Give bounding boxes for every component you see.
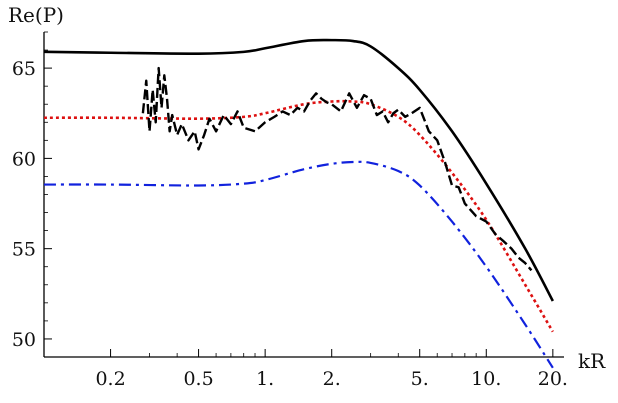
series-dotted-line xyxy=(43,99,554,333)
x-tick-label: 10. xyxy=(471,368,501,390)
y-tick-label: 50 xyxy=(12,329,36,351)
x-axis-label: kR xyxy=(578,349,606,373)
x-tick-label: 20. xyxy=(538,368,568,390)
x-tick-label: 0.2 xyxy=(95,368,125,390)
x-tick-label: 2. xyxy=(323,368,341,390)
x-tick-label: 5. xyxy=(411,368,429,390)
ticks: 0.2 0.5 1. 2. 5. 10. 20. 50 55 60 65 xyxy=(12,31,568,390)
x-tick-label: 1. xyxy=(256,368,274,390)
y-axis-label: Re(P) xyxy=(8,3,64,27)
y-tick-label: 60 xyxy=(12,148,36,170)
series xyxy=(43,38,554,369)
y-tick-label: 65 xyxy=(12,58,36,80)
y-tick-label: 55 xyxy=(12,239,36,261)
x-tick-label: 0.5 xyxy=(183,368,213,390)
series-solid-line xyxy=(43,38,554,302)
series-dash-dot-line xyxy=(43,160,554,369)
series-dashed-noisy-line xyxy=(141,66,533,272)
axes xyxy=(43,32,564,358)
